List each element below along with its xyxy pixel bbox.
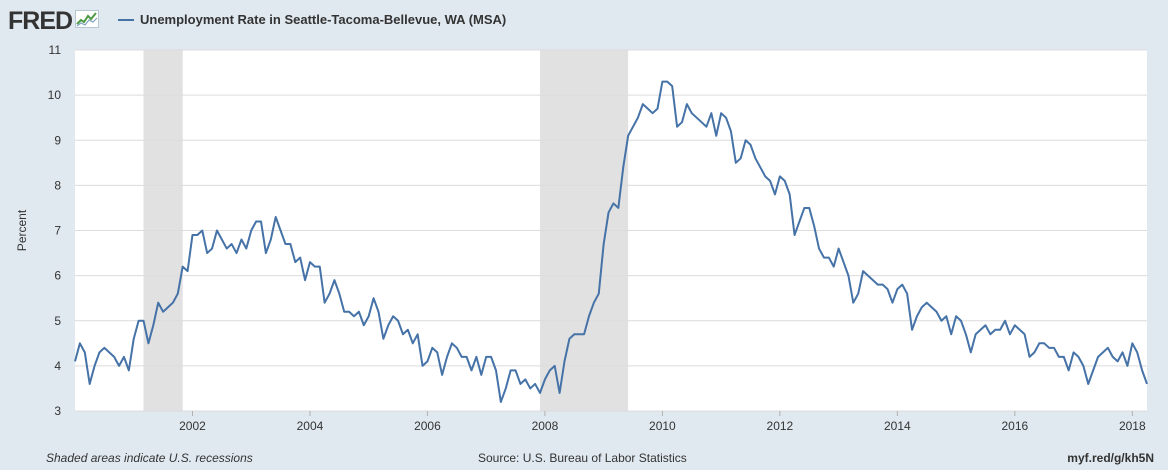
y-tick-label-4: 4: [54, 359, 61, 373]
fred-logo[interactable]: FRED: [8, 6, 100, 36]
y-tick-label-6: 6: [54, 269, 61, 283]
fred-logo-text: FRED: [8, 6, 73, 35]
series-line-unemployment-rate[interactable]: [74, 80, 1148, 403]
y-tick-label-9: 9: [54, 133, 61, 147]
short-url-link[interactable]: myf.red/g/kh5N: [1067, 451, 1154, 465]
legend-series-title: Unemployment Rate in Seattle-Tacoma-Bell…: [140, 12, 507, 27]
y-tick-label-11: 11: [49, 43, 62, 57]
x-tick-label-2016: 2016: [1001, 419, 1028, 433]
x-tick-label-2012: 2012: [767, 419, 794, 433]
y-tick-label-8: 8: [54, 178, 61, 192]
y-tick-label-10: 10: [48, 88, 62, 102]
y-axis-tick-labels: 3 4 5 6 7 8 9 10 11: [48, 43, 62, 418]
x-axis-tick-labels: 2002 2004 2006 2008 2010 2012 2014 2016 2018: [179, 411, 1146, 433]
x-tick-label-2008: 2008: [532, 419, 559, 433]
y-tick-label-3: 3: [54, 404, 61, 418]
x-tick-label-2002: 2002: [179, 419, 206, 433]
x-tick-label-2006: 2006: [414, 419, 441, 433]
legend[interactable]: Unemployment Rate in Seattle-Tacoma-Bell…: [118, 12, 506, 27]
line-chart-icon: [75, 9, 100, 33]
x-tick-label-2018: 2018: [1119, 419, 1146, 433]
y-tick-label-5: 5: [54, 314, 61, 328]
legend-line-swatch: [118, 18, 134, 21]
x-tick-label-2004: 2004: [297, 419, 324, 433]
y-axis-label: Percent: [15, 209, 29, 251]
y-tick-label-7: 7: [54, 224, 61, 238]
chart-header: FRED Unemployment Rate in Seattle-Tacoma…: [0, 0, 1168, 40]
grid-lines: [75, 49, 1147, 412]
x-tick-label-2010: 2010: [649, 419, 676, 433]
x-tick-label-2014: 2014: [884, 419, 911, 433]
source-note: Source: U.S. Bureau of Labor Statistics: [478, 451, 687, 465]
recession-note: Shaded areas indicate U.S. recessions: [46, 451, 253, 465]
